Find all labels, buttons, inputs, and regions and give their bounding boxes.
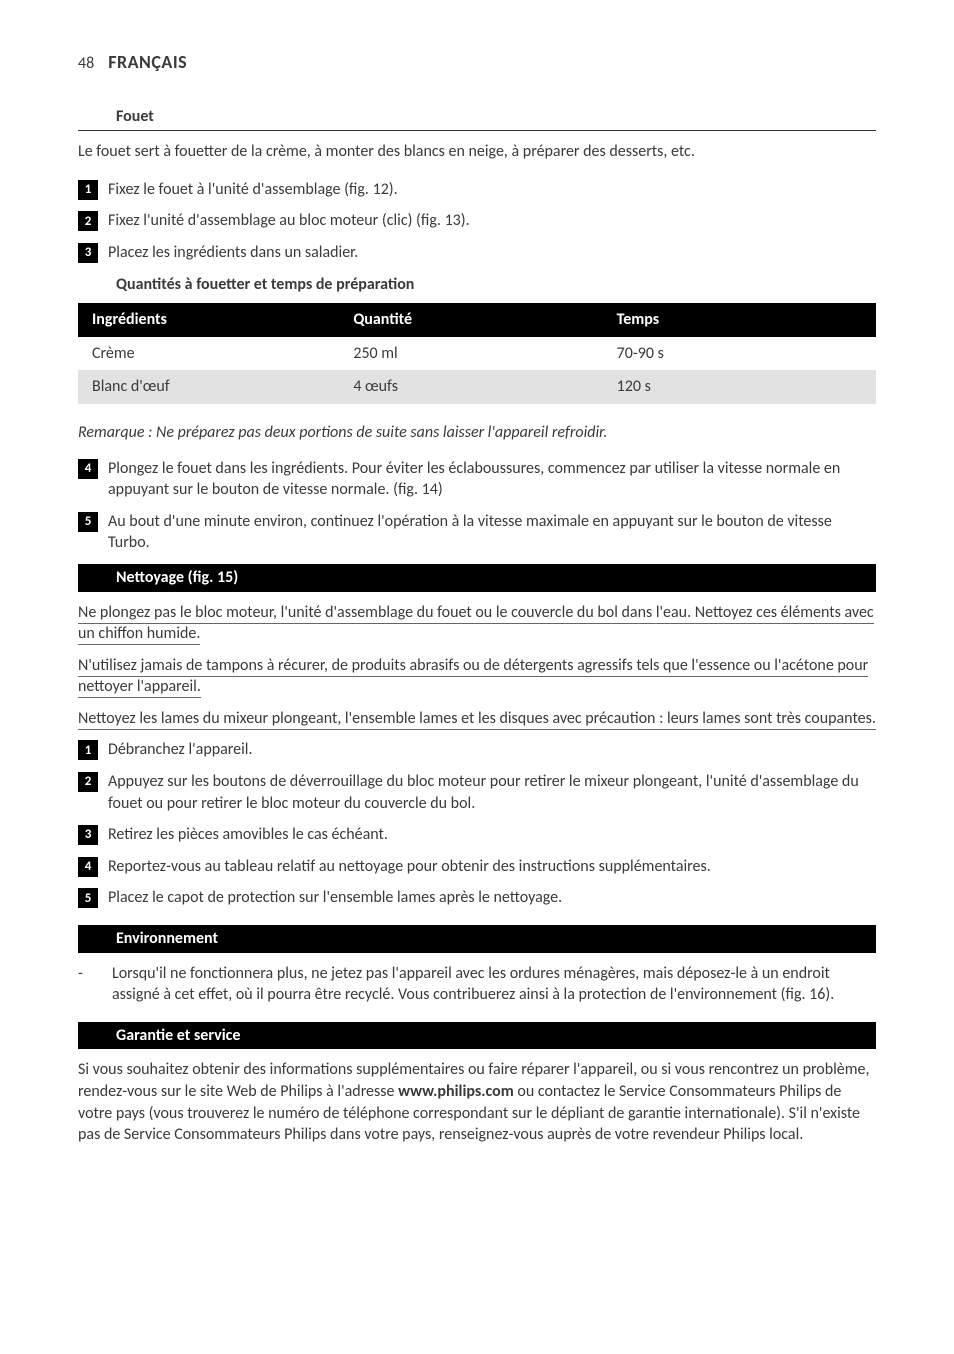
step-text: Placez les ingrédients dans un saladier. <box>108 242 876 264</box>
step-number-icon: 3 <box>78 243 98 263</box>
section-heading-nettoyage: Nettoyage (fig. 15) <box>78 564 876 592</box>
environnement-bullet: - Lorsqu'il ne fonctionnera plus, ne jet… <box>78 963 876 1006</box>
table-cell: 70-90 s <box>605 337 876 371</box>
environnement-text: Lorsqu'il ne fonctionnera plus, ne jetez… <box>112 963 876 1006</box>
table-cell: Blanc d'œuf <box>78 370 341 404</box>
numbered-step: 4 Plongez le fouet dans les ingrédients. … <box>78 458 876 501</box>
step-text: Débranchez l'appareil. <box>108 739 876 761</box>
numbered-step: 4 Reportez-vous au tableau relatif au net… <box>78 856 876 878</box>
step-number-icon: 5 <box>78 512 98 532</box>
step-number-icon: 4 <box>78 857 98 877</box>
warning-paragraph: N'utilisez jamais de tampons à récurer, … <box>78 655 876 698</box>
numbered-step: 1 Débranchez l'appareil. <box>78 739 876 761</box>
step-number-icon: 4 <box>78 459 98 479</box>
table-cell: Crème <box>78 337 341 371</box>
fouet-intro: Le fouet sert à fouetter de la crème, à … <box>78 141 876 163</box>
col-ingredients: Ingrédients <box>78 303 341 337</box>
table-row: Crème250 ml70-90 s <box>78 337 876 371</box>
warning-paragraph: Ne plongez pas le bloc moteur, l'unité d… <box>78 602 876 645</box>
col-temps: Temps <box>605 303 876 337</box>
step-number-icon: 3 <box>78 825 98 845</box>
bullet-dash-icon: - <box>78 963 88 985</box>
step-number-icon: 2 <box>78 772 98 792</box>
garantie-link: www.philips.com <box>398 1082 514 1101</box>
qty-table: Ingrédients Quantité Temps Crème250 ml70… <box>78 303 876 404</box>
page-header: 48 FRANÇAIS <box>78 50 876 75</box>
step-text: Fixez l'unité d'assemblage au bloc moteu… <box>108 210 876 232</box>
step-number-icon: 2 <box>78 211 98 231</box>
warning-text: N'utilisez jamais de tampons à récurer, … <box>78 656 868 699</box>
numbered-step: 2 Fixez l'unité d'assemblage au bloc mote… <box>78 210 876 232</box>
step-text: Fixez le fouet à l'unité d'assemblage (f… <box>108 179 876 201</box>
numbered-step: 5 Placez le capot de protection sur l'ens… <box>78 887 876 909</box>
step-number-icon: 1 <box>78 740 98 760</box>
numbered-step: 3 Retirez les pièces amovibles le cas éch… <box>78 824 876 846</box>
table-cell: 120 s <box>605 370 876 404</box>
step-number-icon: 1 <box>78 180 98 200</box>
step-text: Placez le capot de protection sur l'ense… <box>108 887 876 909</box>
table-cell: 250 ml <box>341 337 604 371</box>
qty-heading: Quantités à fouetter et temps de prépara… <box>78 274 876 296</box>
section-heading-garantie: Garantie et service <box>78 1022 876 1050</box>
warning-text: Nettoyez les lames du mixeur plongeant, … <box>78 709 876 730</box>
step-text: Plongez le fouet dans les ingrédients. P… <box>108 458 876 501</box>
fouet-remark: Remarque : Ne préparez pas deux portions… <box>78 422 876 444</box>
table-cell: 4 œufs <box>341 370 604 404</box>
section-heading-fouet: Fouet <box>78 103 876 132</box>
step-text: Appuyez sur les boutons de déverrouillag… <box>108 771 876 814</box>
warning-text: Ne plongez pas le bloc moteur, l'unité d… <box>78 603 874 646</box>
numbered-step: 1 Fixez le fouet à l'unité d'assemblage (… <box>78 179 876 201</box>
numbered-step: 5 Au bout d'une minute environ, continuez… <box>78 511 876 554</box>
step-text: Retirez les pièces amovibles le cas éché… <box>108 824 876 846</box>
section-heading-environnement: Environnement <box>78 925 876 953</box>
table-row: Blanc d'œuf4 œufs120 s <box>78 370 876 404</box>
step-text: Reportez-vous au tableau relatif au nett… <box>108 856 876 878</box>
step-text: Au bout d'une minute environ, continuez … <box>108 511 876 554</box>
table-header-row: Ingrédients Quantité Temps <box>78 303 876 337</box>
page-number: 48 <box>78 53 94 75</box>
page-title: FRANÇAIS <box>108 50 187 74</box>
warning-paragraph: Nettoyez les lames du mixeur plongeant, … <box>78 708 876 730</box>
step-number-icon: 5 <box>78 888 98 908</box>
numbered-step: 2 Appuyez sur les boutons de déverrouilla… <box>78 771 876 814</box>
col-quantite: Quantité <box>341 303 604 337</box>
numbered-step: 3 Placez les ingrédients dans un saladier… <box>78 242 876 264</box>
garantie-paragraph: Si vous souhaitez obtenir des informatio… <box>78 1059 876 1145</box>
